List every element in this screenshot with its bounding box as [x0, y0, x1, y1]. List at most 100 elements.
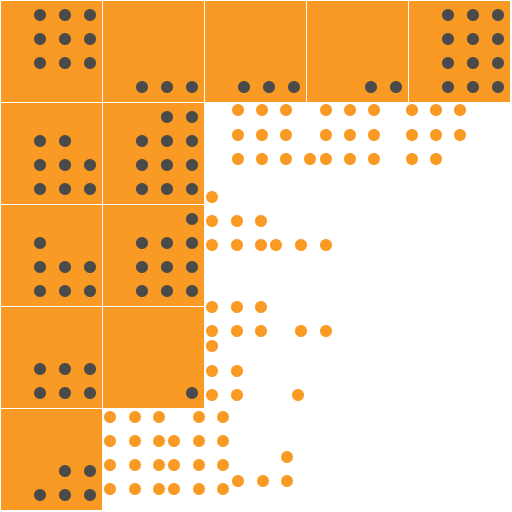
tile-dot: [161, 135, 173, 147]
tile-r0-c0: [1, 1, 102, 102]
loose-dot: [129, 459, 141, 471]
tile-dot: [492, 33, 504, 45]
tile-dot: [59, 57, 71, 69]
tile-dot: [186, 387, 198, 399]
tile-dot: [34, 363, 46, 375]
tile-dot: [59, 489, 71, 501]
loose-dot: [206, 340, 218, 352]
loose-dot: [153, 483, 165, 495]
loose-dot: [168, 483, 180, 495]
tile-dot: [136, 159, 148, 171]
loose-dot: [280, 129, 292, 141]
tile-r2-c0: [1, 205, 102, 306]
tile-dot: [84, 465, 96, 477]
loose-dot: [406, 104, 418, 116]
loose-dot: [193, 459, 205, 471]
tile-dot: [263, 81, 275, 93]
loose-dot: [232, 475, 244, 487]
loose-dot: [295, 325, 307, 337]
tile-dot: [238, 81, 250, 93]
loose-dot: [206, 325, 218, 337]
tile-dot: [186, 213, 198, 225]
loose-dot: [280, 104, 292, 116]
tile-dot: [34, 135, 46, 147]
tile-dot: [84, 9, 96, 21]
tile-dot: [186, 183, 198, 195]
tile-dot: [365, 81, 377, 93]
loose-dot: [232, 129, 244, 141]
loose-dot: [320, 129, 332, 141]
tile-dot: [186, 261, 198, 273]
tile-dot: [34, 489, 46, 501]
loose-dot: [231, 215, 243, 227]
tile-dot: [442, 81, 454, 93]
tile-dot: [84, 159, 96, 171]
tile-r1-c1: [103, 103, 204, 204]
loose-dot: [153, 411, 165, 423]
tile-dot: [390, 81, 402, 93]
loose-dot: [231, 389, 243, 401]
loose-dot: [206, 365, 218, 377]
loose-dot: [304, 153, 316, 165]
loose-dot: [206, 215, 218, 227]
tile-dot: [492, 9, 504, 21]
tile-r0-c2: [205, 1, 306, 102]
tile-dot: [59, 387, 71, 399]
tile-dot: [288, 81, 300, 93]
loose-dot: [257, 475, 269, 487]
loose-dot: [344, 129, 356, 141]
tile-dot: [442, 9, 454, 21]
loose-dot: [454, 104, 466, 116]
loose-dot: [193, 435, 205, 447]
loose-dot: [256, 153, 268, 165]
loose-dot: [206, 301, 218, 313]
loose-dot: [256, 129, 268, 141]
tile-dot: [442, 57, 454, 69]
loose-dot: [344, 104, 356, 116]
tile-dot: [442, 33, 454, 45]
loose-dot: [454, 129, 466, 141]
loose-dot: [153, 459, 165, 471]
tile-dot: [84, 285, 96, 297]
tile-dot: [186, 81, 198, 93]
tile-dot: [161, 261, 173, 273]
loose-dot: [232, 104, 244, 116]
tile-dot: [186, 285, 198, 297]
tile-dot: [492, 57, 504, 69]
tile-dot: [59, 9, 71, 21]
tile-dot: [467, 9, 479, 21]
tile-r2-c1: [103, 205, 204, 306]
loose-dot: [368, 129, 380, 141]
tile-dot: [467, 33, 479, 45]
loose-dot: [430, 153, 442, 165]
loose-dot: [406, 153, 418, 165]
tile-dot: [34, 237, 46, 249]
loose-dot: [406, 129, 418, 141]
tile-dot: [34, 285, 46, 297]
loose-dot: [206, 191, 218, 203]
tile-r3-c0: [1, 307, 102, 408]
loose-dot: [217, 435, 229, 447]
tile-dot: [59, 465, 71, 477]
loose-dot: [129, 411, 141, 423]
tile-dot: [84, 387, 96, 399]
tile-dot: [136, 237, 148, 249]
loose-dot: [320, 239, 332, 251]
loose-dot: [193, 483, 205, 495]
loose-dot: [368, 153, 380, 165]
tile-dot: [84, 33, 96, 45]
tile-dot: [84, 489, 96, 501]
tile-dot: [186, 135, 198, 147]
loose-dot: [104, 411, 116, 423]
tile-dot: [59, 183, 71, 195]
tile-dot: [59, 261, 71, 273]
tile-r4-c0: [1, 409, 102, 510]
loose-dot: [231, 365, 243, 377]
loose-dot: [281, 451, 293, 463]
tile-dot: [34, 33, 46, 45]
loose-dot: [217, 459, 229, 471]
loose-dot: [368, 104, 380, 116]
tile-dot: [34, 159, 46, 171]
loose-dot: [153, 435, 165, 447]
tile-dot: [59, 135, 71, 147]
